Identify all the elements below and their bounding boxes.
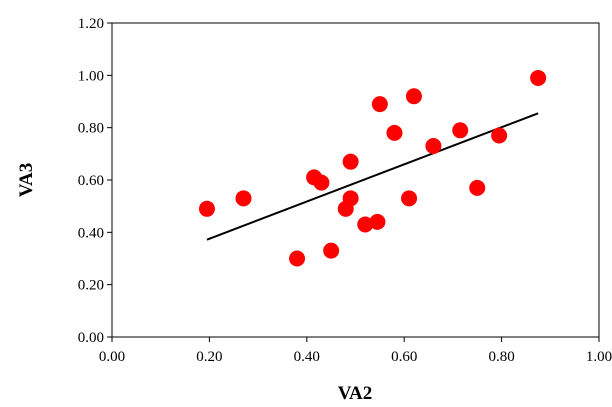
data-point — [313, 174, 330, 191]
data-point — [289, 250, 306, 267]
x-tick-label: 0.80 — [488, 349, 514, 365]
x-tick-label: 0.00 — [99, 349, 125, 365]
y-tick-label: 0.40 — [78, 225, 104, 241]
data-point — [342, 190, 359, 207]
y-tick-label: 0.00 — [78, 330, 104, 346]
data-point — [357, 216, 374, 233]
data-point — [405, 88, 422, 105]
y-tick-label: 0.80 — [78, 121, 104, 137]
trendline-group — [206, 112, 539, 241]
data-point — [198, 200, 215, 217]
trendline — [206, 112, 539, 241]
x-tick-label: 0.40 — [294, 349, 320, 365]
data-point — [371, 96, 388, 113]
y-tick-label: 1.20 — [78, 16, 104, 32]
data-point — [452, 122, 469, 139]
data-point — [491, 127, 508, 144]
data-point — [342, 153, 359, 170]
data-point — [323, 242, 340, 259]
data-point — [235, 190, 252, 207]
data-point — [425, 137, 442, 154]
data-point — [530, 69, 547, 86]
y-tick-label: 0.20 — [78, 278, 104, 294]
y-axis-title: VA3 — [16, 163, 37, 198]
plot-frame — [111, 22, 600, 338]
x-tick-label: 0.60 — [391, 349, 417, 365]
x-tick-label: 0.20 — [196, 349, 222, 365]
y-tick-label: 0.60 — [78, 173, 104, 189]
data-point — [386, 124, 403, 141]
data-point — [469, 179, 486, 196]
data-point — [401, 190, 418, 207]
data-points — [198, 69, 547, 267]
x-tick-label: 1.00 — [586, 349, 612, 365]
y-axis-ticks: 0.00 0.20 0.40 0.60 0.80 1.00 1.20 — [78, 16, 112, 346]
x-axis-title: VA2 — [338, 383, 373, 404]
data-point — [369, 213, 386, 230]
x-axis-ticks: 0.00 0.20 0.40 0.60 0.80 1.00 — [99, 337, 612, 365]
y-tick-label: 1.00 — [78, 68, 104, 84]
